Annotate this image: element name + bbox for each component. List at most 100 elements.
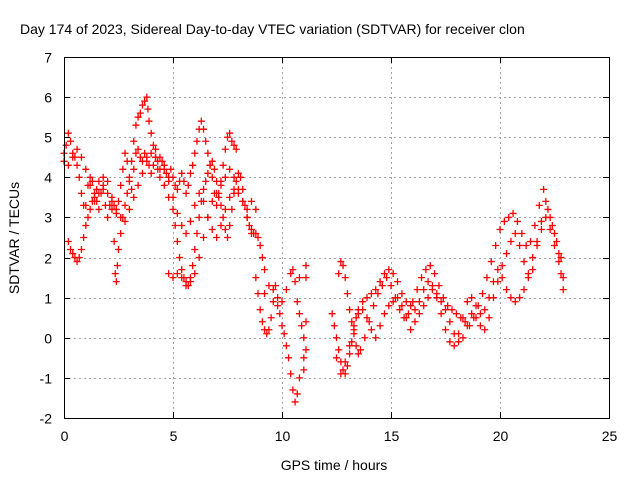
data-point [73, 145, 81, 153]
data-point [178, 221, 186, 229]
data-point [422, 266, 430, 274]
data-point [208, 173, 216, 181]
data-point [197, 197, 205, 205]
data-point [302, 274, 310, 282]
data-point [557, 270, 565, 278]
data-point [448, 306, 456, 314]
data-point [263, 330, 271, 338]
data-point [291, 278, 299, 286]
y-tick-label: -2 [40, 411, 53, 427]
data-point [278, 322, 286, 330]
data-point [398, 302, 406, 310]
data-point [548, 221, 556, 229]
data-point [330, 322, 338, 330]
data-point [265, 326, 273, 334]
data-point [75, 254, 83, 262]
data-point [420, 302, 428, 310]
data-point [121, 201, 129, 209]
data-point [104, 177, 112, 185]
data-point [186, 169, 194, 177]
data-point [247, 197, 255, 205]
data-point [431, 270, 439, 278]
data-point [439, 294, 447, 302]
data-point [228, 137, 236, 145]
data-point [293, 298, 301, 306]
y-axis-label: SDTVAR / TECUs [6, 182, 22, 294]
data-point [69, 250, 77, 258]
data-point [204, 213, 212, 221]
data-point [228, 205, 236, 213]
data-point [409, 298, 417, 306]
data-point [64, 129, 72, 137]
data-point [489, 278, 497, 286]
data-point [513, 217, 521, 225]
data-point [333, 354, 340, 362]
data-point [337, 370, 345, 378]
data-point [476, 322, 484, 330]
data-point [132, 149, 140, 157]
data-point [428, 282, 436, 290]
data-point [145, 117, 153, 125]
data-point [77, 153, 85, 161]
data-point [138, 169, 146, 177]
data-point [197, 117, 205, 125]
data-point [271, 282, 279, 290]
data-point [208, 197, 216, 205]
y-tick-label: 5 [44, 130, 52, 146]
data-point [367, 326, 375, 334]
data-point [450, 342, 458, 350]
data-point [80, 234, 88, 241]
data-point [481, 326, 489, 334]
data-point [82, 221, 90, 229]
data-point [108, 205, 116, 213]
data-point [232, 145, 240, 153]
data-point [302, 262, 310, 270]
data-point [64, 238, 72, 246]
data-point [141, 149, 149, 157]
data-point [374, 290, 382, 298]
data-point [333, 334, 340, 342]
data-point [481, 306, 489, 314]
data-point [354, 350, 362, 358]
data-point [461, 318, 469, 326]
data-point [241, 201, 249, 209]
data-point [540, 185, 548, 193]
data-point [287, 370, 295, 378]
data-point [204, 149, 212, 157]
data-point [551, 242, 558, 250]
data-point [134, 181, 142, 189]
data-point [160, 181, 168, 189]
data-point [291, 398, 299, 406]
data-point [300, 366, 308, 374]
data-point [537, 217, 545, 225]
data-point [505, 213, 513, 221]
data-point [165, 177, 173, 185]
data-point [267, 314, 275, 322]
data-point [498, 274, 506, 282]
data-point [415, 298, 423, 306]
data-point [282, 286, 290, 294]
data-point [252, 274, 260, 282]
data-point [219, 213, 227, 221]
data-point [261, 266, 269, 274]
data-point [217, 201, 225, 209]
chart-title: Day 174 of 2023, Sidereal Day-to-day VTE… [20, 21, 525, 37]
x-tick-label: 10 [275, 428, 291, 444]
data-point [221, 205, 229, 213]
data-point [73, 161, 81, 169]
data-point [335, 270, 343, 278]
data-point [173, 238, 181, 246]
data-point [115, 197, 122, 205]
data-point [274, 302, 282, 310]
data-point [130, 193, 138, 201]
data-point [503, 250, 511, 258]
data-point [95, 205, 103, 213]
data-point [173, 270, 181, 278]
data-point [182, 282, 190, 290]
data-point [169, 205, 177, 213]
data-point [300, 354, 308, 362]
data-point [415, 310, 423, 318]
data-point [285, 354, 293, 362]
data-point [402, 298, 410, 306]
data-point [258, 254, 266, 262]
